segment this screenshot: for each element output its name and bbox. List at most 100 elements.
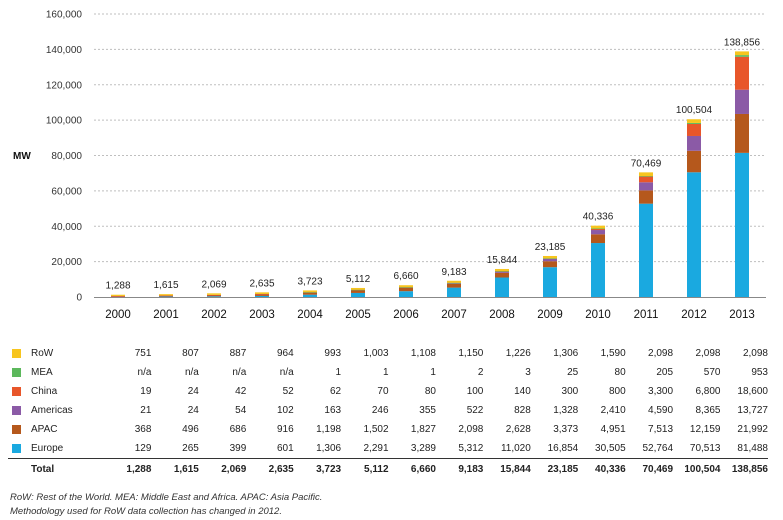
total-data-label: 3,723 [297,276,322,287]
table-cell: 522 [466,405,484,416]
table-cell: 25 [567,367,579,378]
table-cell: 1,827 [410,424,436,435]
data-table: RoW 751 807 887 964 993 1,003 1,108 1,150 1,226 1,… [8,344,768,479]
table-cell: 964 [277,348,294,359]
total-data-label: 2,635 [249,278,274,289]
total-cell: 2,635 [246,458,294,479]
legend-label: MEA [31,366,53,378]
table-cell: 686 [229,424,247,435]
bar-segment-europe-2001 [159,296,173,298]
x-tick-label: 2012 [681,309,707,321]
legend-swatch-europe [12,443,21,453]
bar-segment-europe-2012 [687,172,701,297]
total-data-label: 5,112 [346,274,371,285]
x-tick-label: 2003 [249,309,275,321]
bar-segment-apac-2008 [495,272,509,278]
total-cell: 70,469 [625,458,674,479]
table-cell: 2,098 [742,348,768,359]
footnote-methodology: Methodology used for RoW data collection… [10,506,282,517]
table-cell: 18,600 [737,386,768,397]
table-cell: 81,488 [737,443,768,454]
legend-swatch-mea [12,367,21,377]
bar-segment-row-2004 [303,290,317,293]
total-cell: 3,723 [293,458,342,479]
bar-segment-apac-2009 [543,261,557,268]
table-cell: 2,410 [600,405,626,416]
footnote-abbreviations: RoW: Rest of the World. MEA: Middle East… [10,492,323,503]
x-tick-label: 2001 [153,309,179,321]
total-cell: 23,185 [530,458,579,479]
bar-segment-europe-2005 [351,292,365,297]
table-cell: 496 [182,424,199,435]
table-cell: n/a [137,367,152,378]
bar-segment-mea-2008 [495,271,509,272]
total-data-label: 15,844 [487,255,518,266]
x-tick-label: 2006 [393,309,419,321]
x-tick-label: 2000 [105,309,131,321]
table-cell: 3 [525,367,531,378]
bar-segment-row-2005 [351,287,365,290]
bar-segment-row-2010 [591,225,605,229]
table-row-row: RoW 751 807 887 964 993 1,003 1,108 1,150 1,226 1,… [8,344,768,363]
bar-segment-americas-2012 [687,135,701,151]
table-cell: 24 [187,386,199,397]
legend-label: RoW [31,347,54,359]
legend-label: China [31,385,58,397]
total-data-label: 23,185 [535,242,566,253]
x-tick-label: 2011 [634,309,659,321]
bar-segment-row-2006 [399,285,413,288]
total-cell: 15,844 [483,458,531,479]
total-data-label: 6,660 [393,271,418,282]
bar-segment-americas-2007 [447,282,461,284]
y-tick-label: 40,000 [51,222,82,233]
table-cell: 1,108 [410,348,436,359]
y-tick-label: 60,000 [51,186,82,197]
table-cell: 8,365 [695,405,721,416]
table-cell: 1,226 [505,348,531,359]
table-cell: 1,150 [458,348,484,359]
table-cell: n/a [279,367,294,378]
bar-segment-apac-2012 [687,150,701,173]
bar-segment-americas-2008 [495,271,509,273]
bar-segment-apac-2007 [447,283,461,288]
bar-segment-americas-2009 [543,258,557,262]
table-cell: 42 [235,386,247,397]
bar-segment-americas-2010 [591,230,605,235]
legend-swatch-row [12,348,21,358]
table-cell: 70,513 [689,443,721,454]
table-cell: 2 [477,367,484,378]
bar-segment-europe-2004 [303,294,317,297]
table-cell: 21,992 [737,424,768,435]
bar-segment-mea-2012 [687,122,701,124]
table-cell: 163 [324,405,342,416]
bar-segment-europe-2009 [543,267,557,297]
table-cell: 1,198 [316,424,342,435]
table-cell: 2,098 [648,348,674,359]
table-row-apac: APAC 368 496 686 916 1,198 1,502 1,827 2,098 2,62… [8,420,768,439]
bar-segment-apac-2011 [639,190,653,204]
y-axis-label: MW [13,151,31,162]
x-tick-label: 2008 [489,309,515,321]
total-cell: 5,112 [341,458,389,479]
table-cell: 5,312 [458,443,484,454]
table-cell: 570 [703,367,721,378]
bar-segment-mea-2005 [351,289,365,291]
total-data-label: 1,615 [153,280,178,291]
y-tick-label: 0 [76,293,82,304]
y-tick-label: 160,000 [46,10,83,21]
table-cell: 6,800 [695,386,721,397]
legend-label: Americas [31,404,73,416]
table-cell: 2,291 [363,443,389,454]
table-cell: 3,373 [553,424,579,435]
table-cell: 3,300 [648,386,674,397]
table-cell: 52,764 [642,443,674,454]
total-data-label: 9,183 [441,267,466,278]
total-cell: 2,069 [198,458,247,479]
table-cell: n/a [232,367,247,378]
bar-segment-row-2013 [735,51,749,56]
total-label-cell: Total [8,458,104,479]
total-cell: 138,856 [720,458,768,479]
table-cell: 800 [608,386,626,397]
table-cell: 953 [751,367,768,378]
legend-label: APAC [31,423,58,435]
